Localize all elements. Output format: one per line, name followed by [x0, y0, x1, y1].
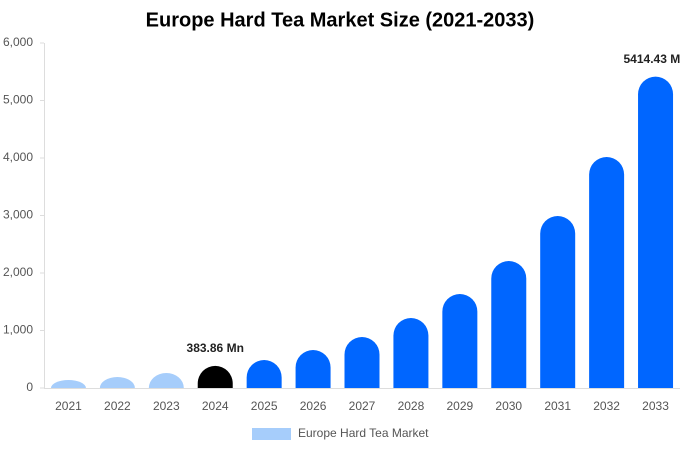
x-tick-label: 2024 [202, 399, 229, 413]
bar [148, 372, 184, 388]
x-tick-label: 2031 [544, 399, 571, 413]
y-tick-label: 2,000 [3, 265, 33, 279]
y-tick-label: 6,000 [3, 35, 33, 49]
legend-swatch [252, 428, 291, 440]
bar [589, 157, 625, 388]
y-tick-label: 3,000 [3, 208, 33, 222]
bar [442, 293, 478, 388]
bar [99, 377, 135, 388]
x-tick-label: 2032 [593, 399, 620, 413]
bar [50, 380, 86, 388]
x-tick-label: 2027 [349, 399, 376, 413]
x-tick-label: 2033 [642, 399, 669, 413]
x-tick-label: 2029 [446, 399, 473, 413]
x-tick-label: 2026 [300, 399, 327, 413]
x-tick-label: 2025 [251, 399, 278, 413]
x-tick-label: 2028 [398, 399, 425, 413]
bar [393, 318, 429, 388]
bar [344, 336, 380, 388]
y-tick-label: 0 [26, 380, 33, 394]
x-tick-label: 2021 [55, 399, 82, 413]
bar [491, 260, 527, 388]
data-label: 5414.43 Mn [624, 52, 680, 66]
bar [295, 349, 331, 388]
bar [246, 359, 282, 388]
bar [540, 216, 576, 388]
chart-title: Europe Hard Tea Market Size (2021-2033) [146, 9, 535, 31]
x-tick-label: 2023 [153, 399, 180, 413]
x-tick-label: 2030 [495, 399, 522, 413]
bar [197, 365, 233, 388]
x-tick-label: 2022 [104, 399, 131, 413]
y-tick-label: 5,000 [3, 93, 33, 107]
data-label: 383.86 Mn [187, 341, 244, 355]
y-tick-label: 1,000 [3, 323, 33, 337]
bar [638, 76, 674, 388]
y-tick-label: 4,000 [3, 150, 33, 164]
legend-label: Europe Hard Tea Market [298, 426, 429, 440]
